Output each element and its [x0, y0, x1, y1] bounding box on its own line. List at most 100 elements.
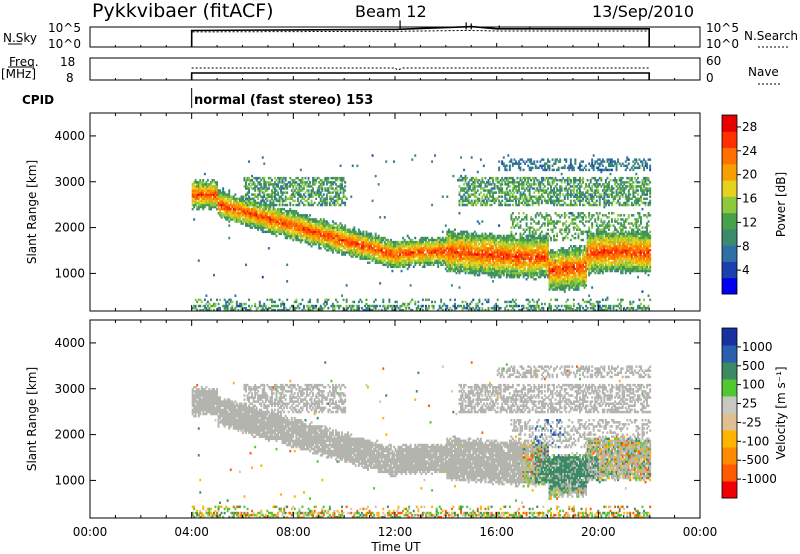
power-cell — [240, 205, 243, 209]
power-cell — [460, 265, 463, 269]
power-cell — [492, 193, 495, 196]
power-cell — [306, 232, 308, 236]
power-cell — [304, 228, 307, 231]
power-cell — [229, 300, 232, 304]
power-cell — [271, 212, 273, 215]
power-cell — [484, 265, 487, 269]
power-cell — [473, 245, 476, 248]
power-cell — [210, 189, 212, 192]
power-cell — [498, 168, 501, 172]
power-cell — [466, 234, 469, 238]
power-cell — [508, 261, 511, 264]
power-cell — [504, 201, 507, 205]
power-cell — [458, 265, 461, 269]
power-cell — [303, 220, 305, 223]
power-cell — [511, 273, 514, 277]
power-cell — [368, 253, 371, 256]
power-cell — [271, 209, 273, 213]
power-cell — [403, 263, 406, 267]
power-cell — [527, 298, 530, 302]
power-cell — [310, 201, 313, 205]
power-cell — [350, 245, 353, 248]
power-cell — [206, 185, 209, 188]
power-cell — [402, 257, 405, 260]
power-cell — [440, 306, 443, 310]
power-cell — [490, 199, 493, 203]
power-cell — [437, 253, 440, 256]
power-cell — [429, 259, 432, 262]
power-cell — [507, 240, 510, 244]
power-cell — [540, 302, 543, 306]
power-cell — [510, 259, 513, 262]
power-cell — [301, 220, 304, 223]
power-cell — [463, 247, 466, 250]
power-cell — [466, 203, 469, 207]
power-cell — [380, 240, 383, 244]
power-cell — [237, 209, 240, 213]
power-cell — [263, 162, 266, 165]
power-cell — [467, 197, 470, 201]
power-cell — [335, 195, 337, 198]
power-cell — [495, 271, 498, 275]
power-cell — [360, 245, 363, 248]
power-cell — [495, 240, 498, 244]
power-cell — [278, 209, 281, 213]
power-cell — [264, 230, 267, 234]
power-cell — [421, 238, 424, 242]
power-cell — [482, 164, 485, 168]
power-cell — [504, 193, 507, 196]
power-cell — [280, 176, 283, 180]
power-cell — [191, 201, 194, 205]
power-cell — [359, 230, 362, 234]
power-cell — [374, 306, 377, 310]
power-cell — [360, 251, 363, 254]
power-cell — [232, 209, 235, 213]
power-cell — [489, 240, 491, 244]
power-cell — [446, 259, 449, 262]
power-cell — [376, 240, 379, 244]
power-cell — [213, 302, 215, 306]
power-cell — [284, 191, 287, 194]
power-cell — [240, 214, 243, 217]
power-cell — [220, 201, 223, 205]
power-cell — [214, 304, 217, 308]
power-cell — [533, 179, 536, 182]
power-cell — [283, 232, 286, 236]
power-cell — [301, 176, 304, 180]
power-cell — [418, 308, 421, 312]
power-cell — [460, 236, 463, 240]
power-cell — [240, 304, 243, 308]
power-cell — [396, 253, 398, 256]
power-cell — [206, 308, 209, 312]
power-cell — [264, 220, 267, 223]
power-cell — [394, 240, 397, 244]
power-cell — [330, 242, 333, 246]
power-cell — [533, 191, 536, 194]
power-cell — [194, 306, 197, 310]
power-cell — [470, 203, 473, 207]
power-cell — [261, 214, 264, 217]
power-cell — [360, 232, 363, 236]
power-cell — [403, 253, 406, 256]
power-cell — [463, 240, 466, 244]
power-cell — [275, 304, 278, 308]
power-cell — [504, 197, 507, 201]
power-cell — [232, 205, 235, 209]
power-cell — [234, 308, 237, 312]
power-cell — [210, 185, 212, 188]
power-cell — [414, 154, 417, 157]
power-cell — [332, 181, 334, 184]
power-cell — [501, 240, 504, 244]
power-cell — [478, 193, 481, 196]
power-cell — [277, 216, 280, 219]
power-cell — [296, 203, 299, 207]
power-cell — [466, 269, 469, 273]
power-cell — [350, 249, 353, 252]
power-cell — [357, 249, 360, 252]
power-cell — [496, 249, 499, 252]
power-cell — [379, 242, 382, 246]
power-cell — [423, 263, 426, 267]
power-cell — [499, 203, 502, 207]
power-cell — [338, 193, 341, 196]
power-cell — [295, 224, 298, 227]
